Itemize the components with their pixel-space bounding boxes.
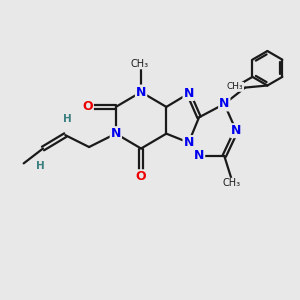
Text: O: O	[82, 100, 93, 113]
Text: N: N	[111, 127, 121, 140]
Text: N: N	[184, 136, 194, 149]
Text: N: N	[219, 98, 230, 110]
Text: H: H	[63, 114, 72, 124]
Text: N: N	[231, 124, 242, 137]
Text: CH₃: CH₃	[130, 59, 149, 69]
Text: N: N	[194, 149, 204, 162]
Text: N: N	[136, 85, 146, 98]
Text: CH₃: CH₃	[223, 178, 241, 188]
Text: H: H	[36, 161, 44, 171]
Text: O: O	[136, 170, 146, 183]
Text: CH₃: CH₃	[227, 82, 244, 91]
Text: N: N	[184, 87, 194, 100]
